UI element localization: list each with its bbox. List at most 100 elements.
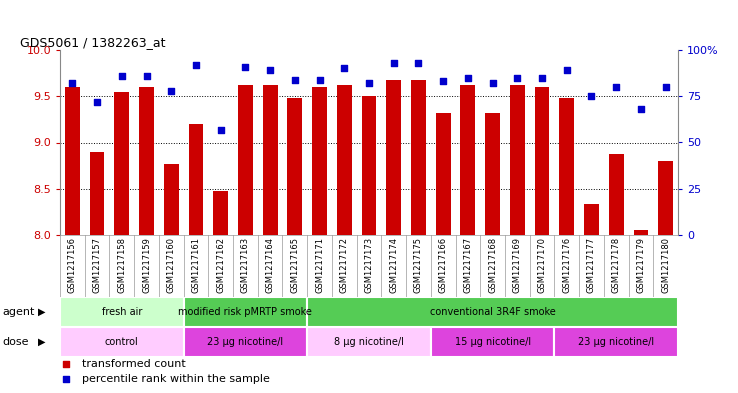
- Bar: [238, 85, 253, 235]
- Bar: [188, 124, 204, 235]
- Bar: [411, 80, 426, 235]
- Bar: [213, 191, 228, 235]
- Bar: [435, 113, 451, 235]
- Bar: [362, 96, 376, 235]
- Bar: [89, 152, 105, 235]
- Bar: [609, 154, 624, 235]
- Bar: [658, 161, 673, 235]
- Bar: [386, 80, 401, 235]
- Point: [190, 62, 202, 68]
- Bar: [584, 204, 599, 235]
- Text: 23 μg nicotine/l: 23 μg nicotine/l: [207, 337, 283, 347]
- Bar: [60, 327, 184, 357]
- Text: GSM1217163: GSM1217163: [241, 237, 250, 293]
- Point: [486, 80, 498, 86]
- Text: 23 μg nicotine/l: 23 μg nicotine/l: [578, 337, 655, 347]
- Text: modified risk pMRTP smoke: modified risk pMRTP smoke: [179, 307, 312, 317]
- Bar: [114, 92, 129, 235]
- Point: [141, 73, 153, 79]
- Point: [363, 80, 375, 86]
- Point: [413, 60, 424, 66]
- Point: [165, 88, 177, 94]
- Bar: [337, 85, 352, 235]
- Text: fresh air: fresh air: [102, 307, 142, 317]
- Text: GSM1217160: GSM1217160: [167, 237, 176, 293]
- Text: GSM1217156: GSM1217156: [68, 237, 77, 293]
- Bar: [485, 113, 500, 235]
- Point: [314, 77, 325, 83]
- Point: [536, 75, 548, 81]
- Point: [437, 78, 449, 84]
- Text: GSM1217174: GSM1217174: [389, 237, 399, 293]
- Bar: [431, 327, 554, 357]
- Text: ▶: ▶: [38, 337, 46, 347]
- Text: GSM1217175: GSM1217175: [414, 237, 423, 293]
- Text: ▶: ▶: [38, 307, 46, 317]
- Bar: [164, 164, 179, 235]
- Point: [61, 361, 72, 367]
- Point: [66, 80, 78, 86]
- Text: percentile rank within the sample: percentile rank within the sample: [82, 375, 269, 384]
- Bar: [461, 85, 475, 235]
- Text: GSM1217170: GSM1217170: [537, 237, 547, 293]
- Text: 15 μg nicotine/l: 15 μg nicotine/l: [455, 337, 531, 347]
- Point: [610, 84, 622, 90]
- Text: transformed count: transformed count: [82, 359, 185, 369]
- Bar: [184, 327, 307, 357]
- Point: [511, 75, 523, 81]
- Bar: [139, 87, 154, 235]
- Bar: [287, 98, 303, 235]
- Point: [240, 64, 252, 70]
- Point: [289, 77, 301, 83]
- Point: [585, 93, 597, 99]
- Text: GSM1217169: GSM1217169: [513, 237, 522, 293]
- Bar: [312, 87, 327, 235]
- Text: 8 μg nicotine/l: 8 μg nicotine/l: [334, 337, 404, 347]
- Text: GSM1217167: GSM1217167: [463, 237, 472, 293]
- Point: [215, 127, 227, 133]
- Text: GSM1217180: GSM1217180: [661, 237, 670, 293]
- Bar: [510, 85, 525, 235]
- Bar: [60, 297, 184, 327]
- Text: GSM1217157: GSM1217157: [92, 237, 102, 293]
- Point: [339, 65, 351, 72]
- Text: GSM1217177: GSM1217177: [587, 237, 596, 293]
- Point: [116, 73, 128, 79]
- Text: GSM1217179: GSM1217179: [636, 237, 646, 293]
- Point: [61, 376, 72, 382]
- Point: [660, 84, 672, 90]
- Text: GSM1217173: GSM1217173: [365, 237, 373, 293]
- Bar: [65, 87, 80, 235]
- Text: GSM1217158: GSM1217158: [117, 237, 126, 293]
- Text: GSM1217161: GSM1217161: [191, 237, 201, 293]
- Point: [264, 67, 276, 73]
- Bar: [307, 327, 431, 357]
- Text: GSM1217168: GSM1217168: [488, 237, 497, 293]
- Text: GSM1217172: GSM1217172: [339, 237, 349, 293]
- Bar: [263, 85, 277, 235]
- Point: [387, 60, 399, 66]
- Bar: [534, 87, 550, 235]
- Text: GSM1217165: GSM1217165: [290, 237, 300, 293]
- Bar: [184, 297, 307, 327]
- Bar: [307, 297, 678, 327]
- Text: GSM1217159: GSM1217159: [142, 237, 151, 293]
- Text: GSM1217162: GSM1217162: [216, 237, 225, 293]
- Text: control: control: [105, 337, 139, 347]
- Text: GSM1217166: GSM1217166: [438, 237, 448, 293]
- Text: GSM1217178: GSM1217178: [612, 237, 621, 293]
- Text: conventional 3R4F smoke: conventional 3R4F smoke: [430, 307, 556, 317]
- Text: GDS5061 / 1382263_at: GDS5061 / 1382263_at: [20, 36, 165, 49]
- Text: GSM1217176: GSM1217176: [562, 237, 571, 293]
- Text: agent: agent: [2, 307, 35, 317]
- Text: GSM1217164: GSM1217164: [266, 237, 275, 293]
- Bar: [559, 98, 574, 235]
- Point: [635, 106, 646, 112]
- Point: [462, 75, 474, 81]
- Bar: [554, 327, 678, 357]
- Bar: [633, 230, 649, 235]
- Text: dose: dose: [2, 337, 29, 347]
- Point: [561, 67, 573, 73]
- Text: GSM1217171: GSM1217171: [315, 237, 324, 293]
- Point: [92, 99, 103, 105]
